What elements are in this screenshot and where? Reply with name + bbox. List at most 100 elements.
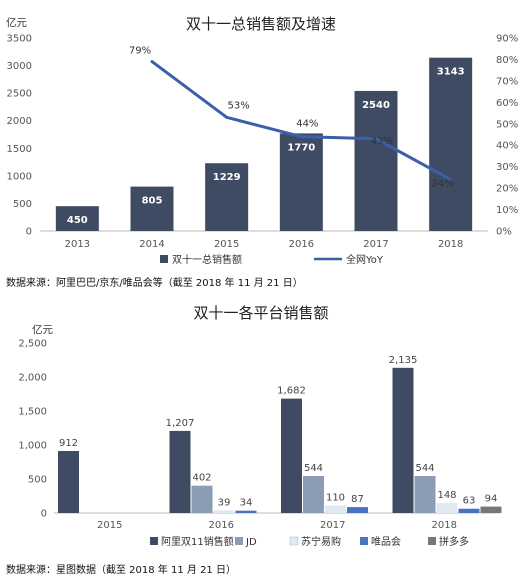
legend-swatch-s4 (428, 537, 436, 545)
bar-label-2013: 450 (67, 215, 88, 226)
platform-sales-chart: 双十一各平台销售额 亿元 0 500 1,000 1,500 2,000 2,500 91… (6, 304, 502, 576)
legend-total-sales: 双十一总销售额 (172, 253, 242, 266)
legend-swatch-s2 (289, 536, 299, 546)
bar-2018 (429, 57, 473, 231)
legend-label-s2: 苏宁易购 (301, 535, 341, 548)
bar-label-2017-s3: 87 (351, 494, 364, 505)
right-axis-tick-30pct: 30% (496, 162, 518, 173)
chart1-left-axis-ticks: 0 500 1000 1500 2000 2500 3000 3500 (7, 34, 32, 238)
yoy-point-2018 (449, 178, 453, 182)
bar-2018-s0 (392, 367, 414, 513)
right-axis-tick-40pct: 40% (496, 141, 518, 152)
yoy-point-2016 (299, 135, 303, 139)
bar-label-2017-s1: 544 (304, 463, 323, 474)
left-axis-tick-1500: 1500 (7, 144, 32, 155)
chart1-source: 数据来源：阿里巴巴/京东/唯品会等（截至 2018 年 11 月 21 日） (6, 276, 303, 289)
yoy-label-2015: 53% (228, 100, 250, 111)
bar-2017-s0 (281, 398, 302, 513)
y-tick-2500: 2,500 (18, 339, 47, 350)
x-tick-2013: 2013 (65, 239, 90, 250)
bar-2016-s2 (213, 510, 235, 513)
chart2-unit-label: 亿元 (32, 323, 53, 336)
x-tick-2016: 2016 (209, 520, 234, 531)
y-tick-1000: 1,000 (18, 441, 47, 452)
y-tick-0: 0 (41, 509, 47, 520)
right-axis-tick-20pct: 20% (496, 184, 518, 195)
bar-label-2018-s2: 148 (437, 490, 456, 501)
bar-2014 (130, 186, 174, 231)
x-tick-2018: 2018 (432, 520, 457, 531)
y-tick-500: 500 (28, 475, 47, 486)
legend-swatch-s3 (360, 537, 368, 545)
bar-label-2016-s1: 402 (192, 473, 211, 484)
bar-2016-s0 (169, 430, 191, 513)
yoy-label-2016: 44% (296, 119, 318, 130)
legend-yoy: 全网YoY (346, 253, 384, 266)
yoy-label-2017: 43% (371, 136, 393, 147)
bar-2017 (354, 90, 398, 232)
yoy-label-2018: 24% (432, 179, 454, 190)
yoy-point-2014 (150, 60, 154, 64)
chart1-bars: 450 805 1229 1770 2540 3143 (55, 57, 473, 232)
bar-2018-s4 (480, 506, 502, 513)
chart2-source: 数据来源：星图数据（截至 2018 年 11 月 21 日） (6, 563, 236, 576)
bar-2017-jd (303, 476, 324, 513)
right-axis-tick-60pct: 60% (496, 98, 518, 109)
right-axis-tick-0pct: 0% (496, 227, 512, 238)
bar-2016 (279, 133, 323, 231)
bar-label-2018-s0: 2,135 (389, 355, 418, 366)
bar-label-2016-s2: 39 (218, 497, 231, 508)
bar-label-2017-s0: 1,682 (277, 386, 306, 397)
bar-label-2016-s3: 34 (240, 498, 253, 509)
chart1-right-axis-ticks: 0% 10% 20% 30% 40% 50% 60% 70% 80% 90% (496, 34, 518, 238)
left-axis-tick-3000: 3000 (7, 61, 32, 72)
bar-2018-jd (414, 476, 436, 513)
left-axis-tick-1000: 1000 (7, 171, 32, 182)
legend-label-s0: 阿里双11销售额 (161, 535, 234, 548)
right-axis-tick-10pct: 10% (496, 205, 518, 216)
right-axis-tick-70pct: 70% (496, 76, 518, 87)
left-axis-tick-3500: 3500 (7, 34, 32, 45)
x-tick-2014: 2014 (139, 239, 164, 250)
legend-swatch-s0 (150, 537, 158, 545)
x-tick-2015: 2015 (97, 520, 122, 531)
x-tick-2015: 2015 (214, 239, 239, 250)
legend-swatch-s1 (235, 537, 243, 545)
y-tick-1500: 1,500 (18, 407, 47, 418)
chart1-unit-label: 亿元 (6, 16, 27, 29)
yoy-point-2015 (225, 115, 229, 119)
x-tick-2018: 2018 (438, 239, 463, 250)
bar-label-2018-s1: 544 (415, 463, 434, 474)
right-axis-tick-50pct: 50% (496, 119, 518, 130)
bar-label-2015: 1229 (213, 172, 241, 183)
bar-2015 (205, 163, 249, 231)
bar-2018-s2 (436, 502, 458, 513)
left-axis-tick-2000: 2000 (7, 116, 32, 127)
bar-label-2018: 3143 (437, 67, 465, 78)
x-tick-2017: 2017 (363, 239, 388, 250)
chart2-legend: 阿里双11销售额 JD 苏宁易购 唯品会 拼多多 (150, 535, 469, 548)
left-axis-tick-0: 0 (26, 227, 32, 238)
bar-2016-jd (191, 485, 213, 513)
legend-label-s1: JD (245, 537, 257, 548)
chart2-x-ticks: 2015 2016 2017 2018 (97, 520, 457, 531)
bar-label-2017-s2: 110 (326, 493, 345, 504)
bar-label-2015-s0: 912 (59, 438, 78, 449)
left-axis-tick-500: 500 (13, 199, 32, 210)
total-sales-chart: 双十一总销售额及增速 亿元 0 500 1000 1500 2000 2500 3000 35… (6, 15, 518, 289)
bar-2017-s2 (325, 505, 346, 513)
bar-label-2014: 805 (142, 196, 163, 207)
x-tick-2017: 2017 (320, 520, 345, 531)
legend-label-s4: 拼多多 (439, 535, 469, 548)
bar-2013 (55, 206, 99, 231)
left-axis-tick-2500: 2500 (7, 89, 32, 100)
bar-label-2016: 1770 (287, 142, 315, 153)
chart1-yoy-line: 79% 53% 44% 43% 24% (129, 46, 454, 190)
bar-2017-s3 (347, 507, 368, 513)
yoy-label-2014: 79% (129, 46, 151, 57)
legend-swatch-total-sales (160, 255, 168, 263)
bar-2015-s0 (58, 450, 79, 513)
bar-label-2017: 2540 (362, 100, 390, 111)
chart2-title: 双十一各平台销售额 (193, 304, 328, 322)
